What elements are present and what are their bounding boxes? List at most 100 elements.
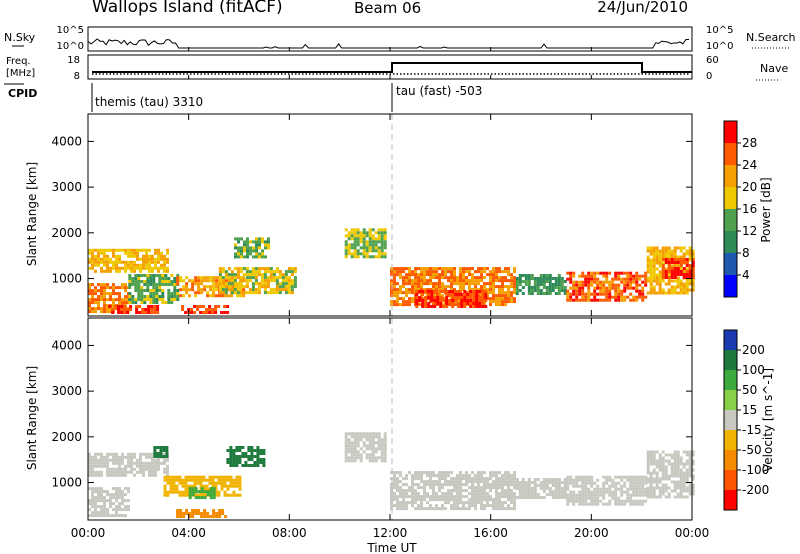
colorbar-tick-label: 4 xyxy=(742,268,750,282)
power-colorbar: 28 24 20 16 12 8 4 xyxy=(723,120,757,298)
station-title: Wallops Island (fitACF) xyxy=(92,0,283,17)
heatmap-region xyxy=(415,290,488,308)
colorbar-tick-label: 28 xyxy=(742,136,757,150)
y-tick: 2000 xyxy=(51,430,692,444)
colorbar-tick-label: 16 xyxy=(742,202,757,216)
colorbar-tick: 15 xyxy=(737,403,757,417)
heatmap-region xyxy=(218,267,297,295)
colorbar-tick: 24 xyxy=(737,158,757,172)
colorbar-swatch xyxy=(724,430,737,450)
x-tick-label: 16:00 xyxy=(473,526,508,540)
heatmap-region xyxy=(88,248,169,273)
heatmap-region xyxy=(226,446,266,467)
x-tick: 00:00 xyxy=(675,47,709,540)
colorbar-tick-label: 200 xyxy=(742,343,765,357)
freq-tick-top: 18 xyxy=(67,55,80,66)
x-tick: 08:00 xyxy=(272,47,307,540)
colorbar-tick: 16 xyxy=(737,202,757,216)
colorbar-swatch xyxy=(724,450,737,470)
y-tick-label: 3000 xyxy=(51,180,82,194)
colorbar-tick: -200 xyxy=(737,483,769,497)
nsky-label: N.Sky xyxy=(4,31,36,44)
power-heatmap xyxy=(88,228,695,314)
heatmap-region xyxy=(176,509,228,518)
colorbar-frame xyxy=(723,329,738,511)
x-tick: 12:00 xyxy=(373,47,407,540)
colorbar-tick-label: -100 xyxy=(742,463,769,477)
heatmap-region xyxy=(108,305,160,314)
colorbar-tick-label: 50 xyxy=(742,383,757,397)
heatmap-region xyxy=(153,446,169,458)
colorbar-tick: -50 xyxy=(737,443,762,457)
x-tick: 20:00 xyxy=(574,47,609,540)
y-tick-label: 4000 xyxy=(51,338,82,352)
colorbar-swatch xyxy=(724,165,737,187)
colorbar-tick-label: -50 xyxy=(742,443,762,457)
x-tick: 04:00 xyxy=(171,47,206,540)
nsearch-tick-bottom: 10^0 xyxy=(706,41,733,52)
heatmap-region xyxy=(515,274,567,295)
heatmap-region xyxy=(181,305,230,314)
colorbar-swatch xyxy=(724,253,737,275)
colorbar-tick-label: 12 xyxy=(742,224,757,238)
y-tick: 3000 xyxy=(51,384,692,398)
colorbar-tick: 200 xyxy=(737,343,765,357)
y-tick-label: 2000 xyxy=(51,430,82,444)
heatmap-region xyxy=(515,478,567,499)
power-y-ticks: 1000 2000 3000 4000 xyxy=(51,134,692,286)
x-axis-label: Time UT xyxy=(366,541,417,554)
x-axis: 00:00 04:00 08:00 12:00 16:00 20:00 00:00 xyxy=(71,47,709,540)
nsky-trace xyxy=(87,38,689,49)
colorbar-tick: 20 xyxy=(737,180,757,194)
velocity-scale-label: Velocity [m s^-1] xyxy=(761,368,775,472)
colorbar-tick: 4 xyxy=(737,268,750,282)
y-tick-label: 4000 xyxy=(51,134,82,148)
colorbar-swatch xyxy=(724,231,737,253)
freq-tick-bottom: 8 xyxy=(74,71,80,82)
power-y-label: Slant Range [km] xyxy=(25,162,39,266)
heatmap-region xyxy=(234,237,270,259)
y-tick-label: 1000 xyxy=(51,476,82,490)
cpid-panel: CPID themis (tau) 3310 tau (fast) -503 xyxy=(4,83,482,112)
power-scale-label: Power [dB] xyxy=(759,177,773,242)
velocity-colorbar: 200 100 50 15 -15 -50 -100 -200 xyxy=(723,329,769,511)
heatmap-region xyxy=(344,432,387,463)
colorbar-swatch xyxy=(724,330,737,350)
colorbar-swatch xyxy=(724,490,737,510)
y-tick-label: 1000 xyxy=(51,272,82,286)
heatmap-region xyxy=(163,475,242,497)
date-label: 24/Jun/2010 xyxy=(597,0,688,16)
nsky-tick-top: 10^5 xyxy=(57,25,84,36)
freq-unit-label: [MHz] xyxy=(6,68,35,79)
colorbar-tick-label: 100 xyxy=(742,363,765,377)
cpid-mode-2: tau (fast) -503 xyxy=(396,84,482,98)
colorbar-swatch xyxy=(724,350,737,370)
heatmap-region xyxy=(88,487,130,518)
colorbar-tick: 28 xyxy=(737,136,757,150)
colorbar-swatch xyxy=(724,187,737,209)
y-tick: 3000 xyxy=(51,180,692,194)
x-tick-label: 00:00 xyxy=(71,526,106,540)
colorbar-tick: -15 xyxy=(737,423,762,437)
nsky-tick-bottom: 10^0 xyxy=(57,41,84,52)
colorbar-tick-label: 15 xyxy=(742,403,757,417)
colorbar-tick-label: -200 xyxy=(742,483,769,497)
velocity-y-ticks: 1000 2000 3000 4000 xyxy=(51,338,692,490)
beam-label: Beam 06 xyxy=(354,0,421,17)
x-tick-label: 04:00 xyxy=(171,526,206,540)
cpid-label: CPID xyxy=(8,87,37,100)
y-tick-label: 3000 xyxy=(51,384,82,398)
heatmap-region xyxy=(188,487,216,500)
colorbar-swatch xyxy=(724,209,737,231)
y-tick: 1000 xyxy=(51,272,692,286)
y-tick: 2000 xyxy=(51,226,692,240)
colorbar-tick-label: 24 xyxy=(742,158,757,172)
heatmap-region xyxy=(390,471,516,511)
colorbar-swatch xyxy=(724,275,737,297)
heatmap-region xyxy=(661,258,695,279)
colorbar-tick: 100 xyxy=(737,363,765,377)
colorbar-swatch xyxy=(724,470,737,490)
heatmap-region xyxy=(128,274,180,304)
nsky-panel: N.Sky 10^5 10^0 10^5 10^0 N.Search xyxy=(4,25,796,52)
